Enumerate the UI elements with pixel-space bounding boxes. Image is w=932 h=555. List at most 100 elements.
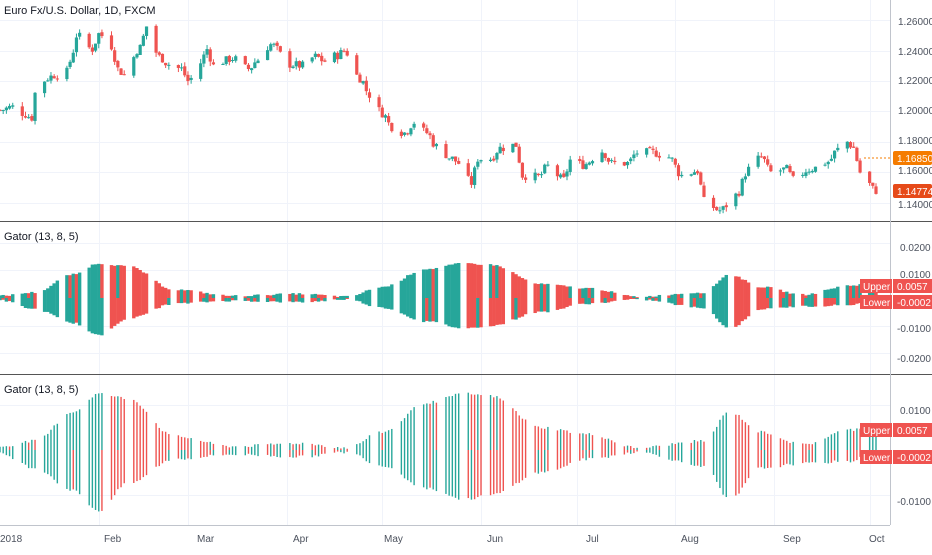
candle-body — [71, 52, 75, 63]
y-tick-label: 1.26000 — [898, 17, 932, 28]
gator-lower-bar — [211, 298, 216, 302]
gator-lower-bar — [625, 298, 630, 300]
gator-lower-bar — [323, 298, 327, 302]
gator-upper-bar — [695, 292, 700, 298]
gator-upper-bar — [93, 264, 98, 298]
y-tick-label: -0.0100 — [897, 497, 931, 508]
candle-body — [183, 66, 187, 76]
candle-body — [450, 156, 454, 159]
gator-lower-bar — [208, 298, 212, 302]
candle-body — [288, 51, 292, 68]
candle-body — [313, 53, 317, 57]
gator-upper-bar — [112, 265, 117, 298]
candle-body — [0, 109, 2, 111]
gator-lower-bar — [606, 298, 611, 303]
gator-upper-bar — [609, 291, 614, 298]
gator-upper-bar — [765, 286, 770, 298]
candle-body — [100, 32, 104, 37]
candle-body — [533, 172, 537, 181]
candle-body — [310, 57, 314, 62]
candle-body — [721, 206, 725, 210]
gator-lines-upper-label-text: Upper — [863, 426, 891, 437]
gator-upper-bar — [0, 295, 2, 298]
gator-lower-bar — [253, 298, 257, 302]
gator-lower-bar — [77, 298, 82, 326]
gator-lower-bar — [695, 298, 700, 308]
candle-body — [606, 157, 611, 162]
gator-upper-bar — [49, 285, 53, 298]
gator-upper-bar — [778, 289, 783, 298]
price-pane[interactable] — [0, 24, 878, 214]
gator-lower-bar — [807, 298, 811, 307]
gator-lower-bar — [654, 298, 658, 301]
gator-upper-bar — [425, 269, 429, 298]
candle-body — [205, 49, 209, 55]
gator-lower-bar — [46, 298, 50, 312]
candle-body — [367, 92, 372, 98]
gator-upper-bar — [431, 269, 435, 298]
gator-lines-pane[interactable] — [0, 392, 877, 512]
gator-lower-bar — [119, 298, 123, 322]
gator-lower-bar — [256, 298, 260, 302]
candle-body — [301, 61, 305, 68]
gator-upper-bar — [546, 283, 550, 298]
candle-body — [702, 185, 706, 197]
gator-lower-bar — [836, 298, 840, 306]
x-tick-label: May — [384, 534, 403, 545]
gator-upper-bar — [715, 283, 719, 298]
candle-body — [587, 162, 591, 165]
gator-upper-bar — [587, 287, 592, 298]
candle-body — [632, 154, 636, 159]
gator-upper-bar — [30, 291, 34, 298]
candle-body — [97, 33, 101, 44]
gator-lower-bar — [358, 298, 362, 302]
candle-body — [402, 132, 407, 135]
gator-upper-bar — [578, 288, 582, 298]
candle-body — [78, 32, 82, 37]
gator-upper-bar — [457, 263, 461, 298]
gator-lines-lower-badge — [860, 450, 892, 464]
candle-body — [342, 50, 346, 52]
candle-body — [27, 117, 31, 119]
gator-upper-bar — [453, 263, 458, 298]
gator-lower-bar — [492, 298, 496, 327]
candle-body — [635, 153, 639, 155]
gator-lower-bar — [568, 298, 572, 306]
gator-lower-bar — [762, 298, 767, 310]
gator-upper-bar — [154, 280, 158, 298]
gator-lower-bar — [243, 298, 247, 301]
gator-lower-bar — [622, 298, 627, 300]
candle-body — [11, 105, 15, 107]
gator-lower-bar — [291, 298, 295, 303]
gator-lower-bar — [342, 298, 346, 300]
candle-body — [256, 60, 260, 64]
gator-lower-bar — [425, 298, 429, 321]
gator-lower-bar — [428, 298, 432, 322]
candle-body — [409, 128, 413, 135]
candle-body — [87, 33, 91, 48]
gator-upper-bar — [829, 288, 834, 298]
candle-body — [144, 26, 149, 36]
gator-upper-bar — [568, 286, 572, 298]
candle-body — [746, 166, 751, 176]
gator-upper-bar — [4, 295, 9, 298]
candle-body — [297, 61, 302, 68]
gator-lines-upper-value-bg — [893, 423, 932, 437]
gator-upper-bar — [183, 290, 187, 298]
gator-lower-bar — [278, 298, 283, 303]
gator-upper-bar — [447, 264, 451, 298]
candle-body — [645, 148, 649, 155]
gator-lower-bar — [71, 298, 75, 324]
candle-body — [813, 166, 818, 172]
gator-upper-bar — [7, 295, 12, 298]
candle-body — [364, 80, 368, 92]
gator-lower-bar — [355, 298, 359, 301]
gator-lower-bar — [543, 298, 547, 312]
candle-body — [692, 172, 697, 175]
candle-body — [676, 165, 681, 177]
gator-upper-bar — [167, 289, 171, 298]
gator-histogram-pane[interactable] — [0, 263, 878, 336]
candle-body — [387, 116, 391, 123]
gator-lower-bar — [332, 298, 337, 300]
candle-body — [829, 158, 834, 161]
